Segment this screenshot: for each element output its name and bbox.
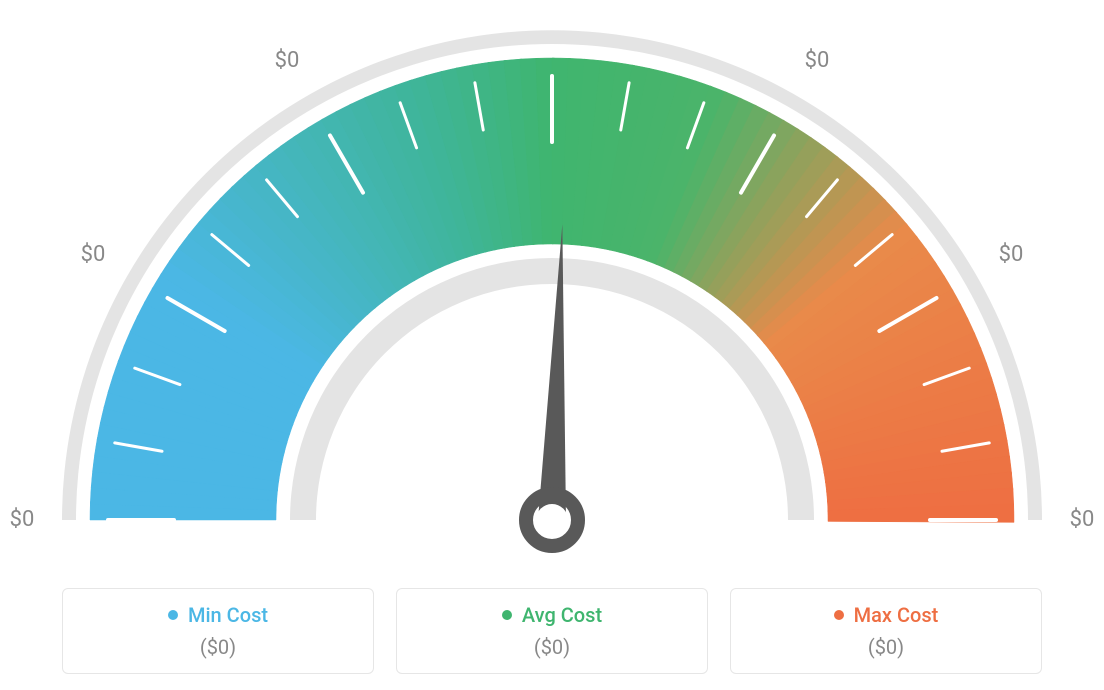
legend-label-max: Max Cost	[854, 603, 939, 627]
legend-card-max: Max Cost ($0)	[730, 588, 1042, 674]
legend-title-avg: Avg Cost	[502, 603, 602, 627]
legend-value-avg: ($0)	[397, 635, 707, 659]
gauge-scale-label: $0	[81, 242, 106, 267]
gauge-chart: $0 $0 $0 $0 $0 $0 $0	[0, 0, 1104, 580]
gauge-scale-label: $0	[540, 0, 565, 2]
legend-value-max: ($0)	[731, 635, 1041, 659]
legend-card-avg: Avg Cost ($0)	[396, 588, 708, 674]
legend-dot-max	[834, 610, 844, 620]
legend-label-min: Min Cost	[188, 603, 268, 627]
legend-row: Min Cost ($0) Avg Cost ($0) Max Cost ($0…	[62, 588, 1042, 674]
gauge-scale-label: $0	[275, 48, 300, 73]
gauge-svg: $0 $0 $0 $0 $0 $0 $0	[0, 0, 1104, 580]
gauge-scale-label: $0	[999, 242, 1024, 267]
gauge-scale-label: $0	[805, 48, 830, 73]
gauge-scale-label: $0	[1070, 507, 1095, 532]
gauge-scale-label: $0	[10, 507, 35, 532]
legend-label-avg: Avg Cost	[522, 603, 602, 627]
legend-title-min: Min Cost	[168, 603, 268, 627]
legend-title-max: Max Cost	[834, 603, 939, 627]
legend-card-min: Min Cost ($0)	[62, 588, 374, 674]
legend-dot-avg	[502, 610, 512, 620]
legend-dot-min	[168, 610, 178, 620]
legend-value-min: ($0)	[63, 635, 373, 659]
